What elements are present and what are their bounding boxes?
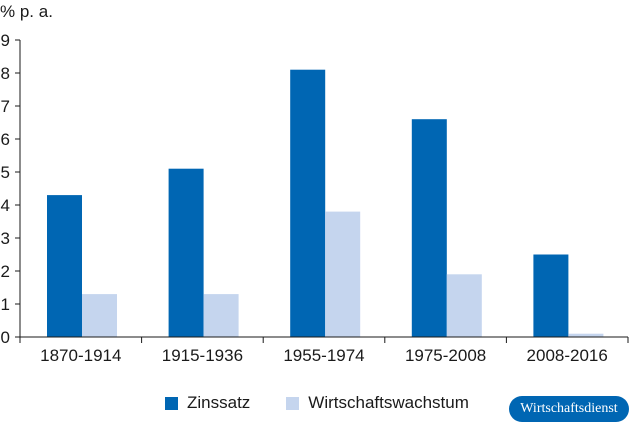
axis-lines <box>19 40 628 338</box>
y-tick-label: 8 <box>1 64 10 83</box>
legend-swatch-wirtschaftswachstum <box>286 396 300 410</box>
legend-swatch-zinssatz <box>165 396 178 410</box>
legend-item-wirtschaftswachstum: Wirtschaftswachstum <box>286 393 469 413</box>
bar-wirtschaftswachstum-1975-2008 <box>446 274 482 337</box>
y-tick-label: 9 <box>1 31 10 50</box>
y-tick-label: 5 <box>1 163 10 182</box>
bar-zinssatz-1915-1936 <box>168 168 204 337</box>
y-tick-label: 7 <box>1 97 10 116</box>
y-tick-label: 1 <box>1 295 10 314</box>
x-axis: 1870-1914 1915-1936 1955-1974 1975-2008 2008… <box>19 337 629 365</box>
x-tick-label: 2008-2016 <box>527 346 608 365</box>
x-tick-label: 1915-1936 <box>162 346 243 365</box>
bar-zinssatz-1955-1974 <box>290 69 326 337</box>
y-tick-label: 3 <box>1 229 10 248</box>
legend-item-zinssatz: Zinssatz <box>165 393 250 413</box>
legend: Zinssatz Wirtschaftswachstum <box>165 391 505 415</box>
wirtschaftsdienst-logo: Wirtschaftsdienst <box>509 396 629 422</box>
y-tick-label: 4 <box>1 196 10 215</box>
bar-zinssatz-1870-1914 <box>47 195 82 337</box>
x-tick-label: 1975-2008 <box>405 346 486 365</box>
y-tick-label: 2 <box>1 262 10 281</box>
y-axis-unit-label: % p. a. <box>0 2 53 21</box>
y-tick-label: 0 <box>1 328 10 347</box>
x-tick-label: 1955-1974 <box>283 346 364 365</box>
legend-label-zinssatz: Zinssatz <box>187 393 251 412</box>
legend-label-wirtschaftswachstum: Wirtschaftswachstum <box>308 393 469 412</box>
x-tick-label: 1870-1914 <box>40 346 121 365</box>
bar-wirtschaftswachstum-1870-1914 <box>82 294 117 337</box>
bar-wirtschaftswachstum-1955-1974 <box>325 211 361 337</box>
bar-wirtschaftswachstum-2008-2016 <box>568 333 604 337</box>
bars <box>47 69 604 337</box>
bar-wirtschaftswachstum-1915-1936 <box>203 294 239 337</box>
y-tick-label: 6 <box>1 130 10 149</box>
bar-zinssatz-2008-2016 <box>533 254 569 337</box>
bar-zinssatz-1975-2008 <box>411 119 447 337</box>
y-axis: 0 1 2 3 4 5 6 7 8 9 <box>1 31 20 347</box>
